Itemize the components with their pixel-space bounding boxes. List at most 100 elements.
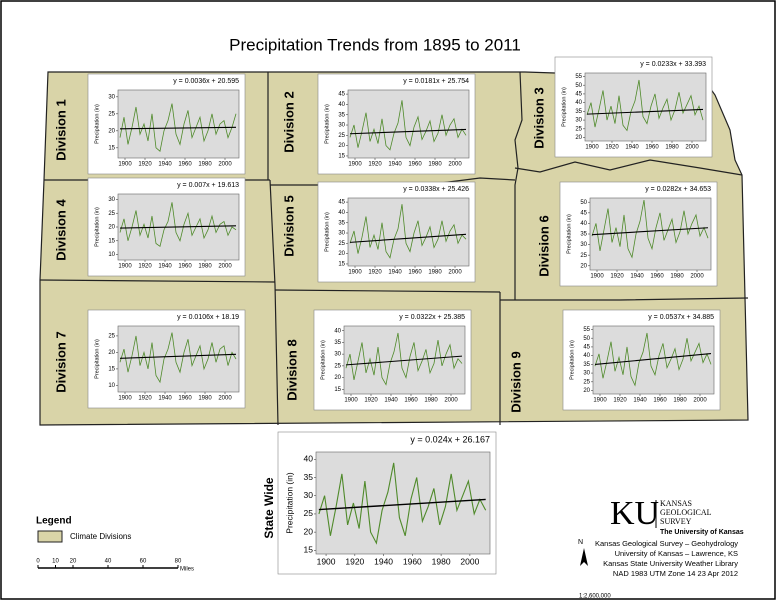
division-border <box>514 159 743 176</box>
x-tick-label: 1900 <box>590 274 604 280</box>
x-tick-label: 1980 <box>424 398 438 404</box>
x-tick-label: 1960 <box>404 398 418 404</box>
x-tick-label: 2000 <box>218 162 232 168</box>
division-label: Division 5 <box>281 195 296 256</box>
x-tick-label: 1980 <box>428 162 442 168</box>
y-axis-label: Precipitation (in) <box>561 87 567 127</box>
x-tick-label: 1900 <box>344 398 358 404</box>
y-tick-label: 20 <box>575 135 582 141</box>
x-tick-label: 2000 <box>448 162 462 168</box>
y-axis-label: Precipitation (in) <box>94 104 100 144</box>
y-tick-label: 15 <box>338 262 345 268</box>
x-tick-label: 1960 <box>645 145 659 151</box>
trend-line <box>318 498 486 511</box>
y-tick-label: 55 <box>583 327 590 333</box>
y-tick-label: 25 <box>580 253 587 259</box>
division-label: Division 6 <box>536 215 551 276</box>
x-tick-label: 1940 <box>388 270 402 276</box>
scale-tick-label: 10 <box>52 559 59 565</box>
trend-equation: y = 0.024x + 26.167 <box>410 434 490 444</box>
precipitation-line <box>349 204 467 259</box>
y-tick-label: 20 <box>580 263 587 269</box>
y-tick-label: 45 <box>338 200 345 206</box>
y-tick-label: 40 <box>575 100 582 106</box>
scale-bar: 0 10 20 40 60 80 Miles <box>36 559 194 573</box>
y-tick-label: 45 <box>583 345 590 351</box>
y-tick-label: 35 <box>338 112 345 118</box>
y-axis-label: Precipitation (in) <box>324 212 330 252</box>
precipitation-line <box>586 79 704 132</box>
y-tick-label: 25 <box>575 126 582 132</box>
trend-line <box>349 233 467 243</box>
division-label: Division 2 <box>281 91 296 152</box>
division-border <box>274 289 501 293</box>
y-tick-label: 35 <box>580 232 587 238</box>
x-tick-label: 1900 <box>585 145 599 151</box>
x-tick-label: 2000 <box>690 274 704 280</box>
division-border <box>514 71 523 300</box>
x-tick-label: 1980 <box>198 162 212 168</box>
x-tick-label: 2000 <box>685 145 699 151</box>
scale-tick-label: 80 <box>175 559 182 565</box>
legend-item: Climate Divisions <box>70 532 131 541</box>
trend-equation: y = 0.0181x + 25.754 <box>403 78 469 85</box>
y-tick-label: 30 <box>338 123 345 129</box>
credit-line: Kansas Geological Survey – Geohydrology <box>595 539 738 548</box>
y-tick-label: 25 <box>108 111 115 117</box>
logo-line: SURVEY <box>660 517 692 526</box>
x-tick-label: 1920 <box>368 162 382 168</box>
y-tick-label: 35 <box>575 109 582 115</box>
x-tick-label: 1980 <box>670 274 684 280</box>
trend-line <box>119 353 237 359</box>
plot-area <box>315 451 491 555</box>
y-tick-label: 30 <box>583 371 590 377</box>
scale-unit: Miles <box>180 567 194 573</box>
y-tick-label: 30 <box>580 242 587 248</box>
division-label: Division 9 <box>508 351 523 412</box>
y-tick-label: 25 <box>108 333 115 339</box>
charts: Division 1 y = 0.0036x + 20.595 15 20 25 30 19… <box>53 56 721 575</box>
scale-tick-label: 20 <box>70 559 77 565</box>
division-label: Division 7 <box>53 331 68 392</box>
x-tick-label: 1920 <box>138 264 152 270</box>
trend-line <box>594 353 712 366</box>
y-axis-label: Precipitation (in) <box>320 340 326 380</box>
y-tick-label: 10 <box>108 252 115 258</box>
logo-university: The University of Kansas <box>660 529 744 536</box>
x-tick-label: 1920 <box>138 396 152 402</box>
y-tick-label: 50 <box>580 200 587 206</box>
y-tick-label: 25 <box>334 363 341 369</box>
y-tick-label: 55 <box>575 74 582 80</box>
y-tick-label: 25 <box>108 211 115 217</box>
x-tick-label: 1960 <box>178 264 192 270</box>
x-tick-label: 1900 <box>348 270 362 276</box>
division-label: Division 3 <box>531 87 546 148</box>
y-tick-label: 40 <box>338 210 345 216</box>
x-tick-label: 1900 <box>317 556 336 566</box>
division-label: Division 1 <box>53 99 68 160</box>
plot-area <box>592 325 715 395</box>
x-tick-label: 1960 <box>408 162 422 168</box>
y-tick-label: 20 <box>583 388 590 394</box>
x-tick-label: 2000 <box>218 264 232 270</box>
legend-title: Legend <box>36 516 72 527</box>
x-tick-label: 1960 <box>653 398 667 404</box>
trend-line <box>349 128 467 135</box>
y-tick-label: 15 <box>108 366 115 372</box>
trend-equation: y = 0.0322x + 25.385 <box>399 314 465 321</box>
y-tick-label: 40 <box>338 102 345 108</box>
plot-area <box>347 197 470 267</box>
y-tick-label: 20 <box>338 251 345 257</box>
x-tick-label: 1940 <box>158 162 172 168</box>
division-label: Division 8 <box>284 339 299 400</box>
scale-tick-label: 0 <box>36 559 40 565</box>
x-tick-label: 1940 <box>158 396 172 402</box>
y-tick-label: 30 <box>108 94 115 100</box>
y-tick-label: 30 <box>108 197 115 203</box>
y-tick-label: 30 <box>575 118 582 124</box>
trend-line <box>591 227 709 236</box>
x-tick-label: 1980 <box>432 556 451 566</box>
y-tick-label: 30 <box>338 231 345 237</box>
x-tick-label: 1940 <box>388 162 402 168</box>
